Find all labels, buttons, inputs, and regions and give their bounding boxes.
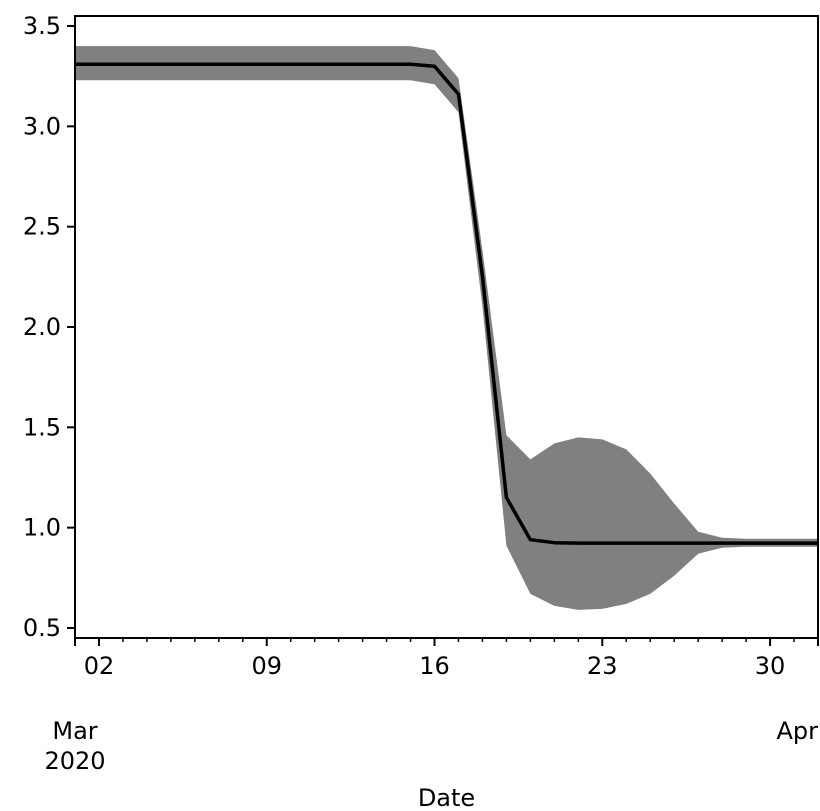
y-tick-label: 3.5 — [23, 12, 61, 40]
month-label: Mar — [52, 717, 97, 745]
x-tick-label: 09 — [251, 652, 282, 680]
series-line — [75, 62, 818, 545]
y-tick-label: 3.0 — [23, 112, 61, 140]
month-label: Apr — [776, 717, 818, 745]
uncertainty-band — [75, 46, 818, 610]
x-axis-label: Date — [418, 784, 475, 811]
x-tick-label: 30 — [755, 652, 786, 680]
y-tick-label: 0.5 — [23, 614, 61, 642]
x-tick-label: 16 — [419, 652, 450, 680]
plot-area — [75, 46, 818, 610]
year-label: 2020 — [44, 747, 105, 775]
x-axis-ticks: 02 09 16 23 30 — [84, 638, 786, 680]
y-tick-label: 1.5 — [23, 413, 61, 441]
y-tick-label: 1.0 — [23, 514, 61, 542]
y-tick-label: 2.0 — [23, 313, 61, 341]
y-axis-ticks: 0.5 1.0 1.5 2.0 2.5 3.0 3.5 — [23, 12, 75, 642]
x-tick-label: 02 — [84, 652, 115, 680]
y-tick-label: 2.5 — [23, 213, 61, 241]
x-tick-label: 23 — [587, 652, 618, 680]
